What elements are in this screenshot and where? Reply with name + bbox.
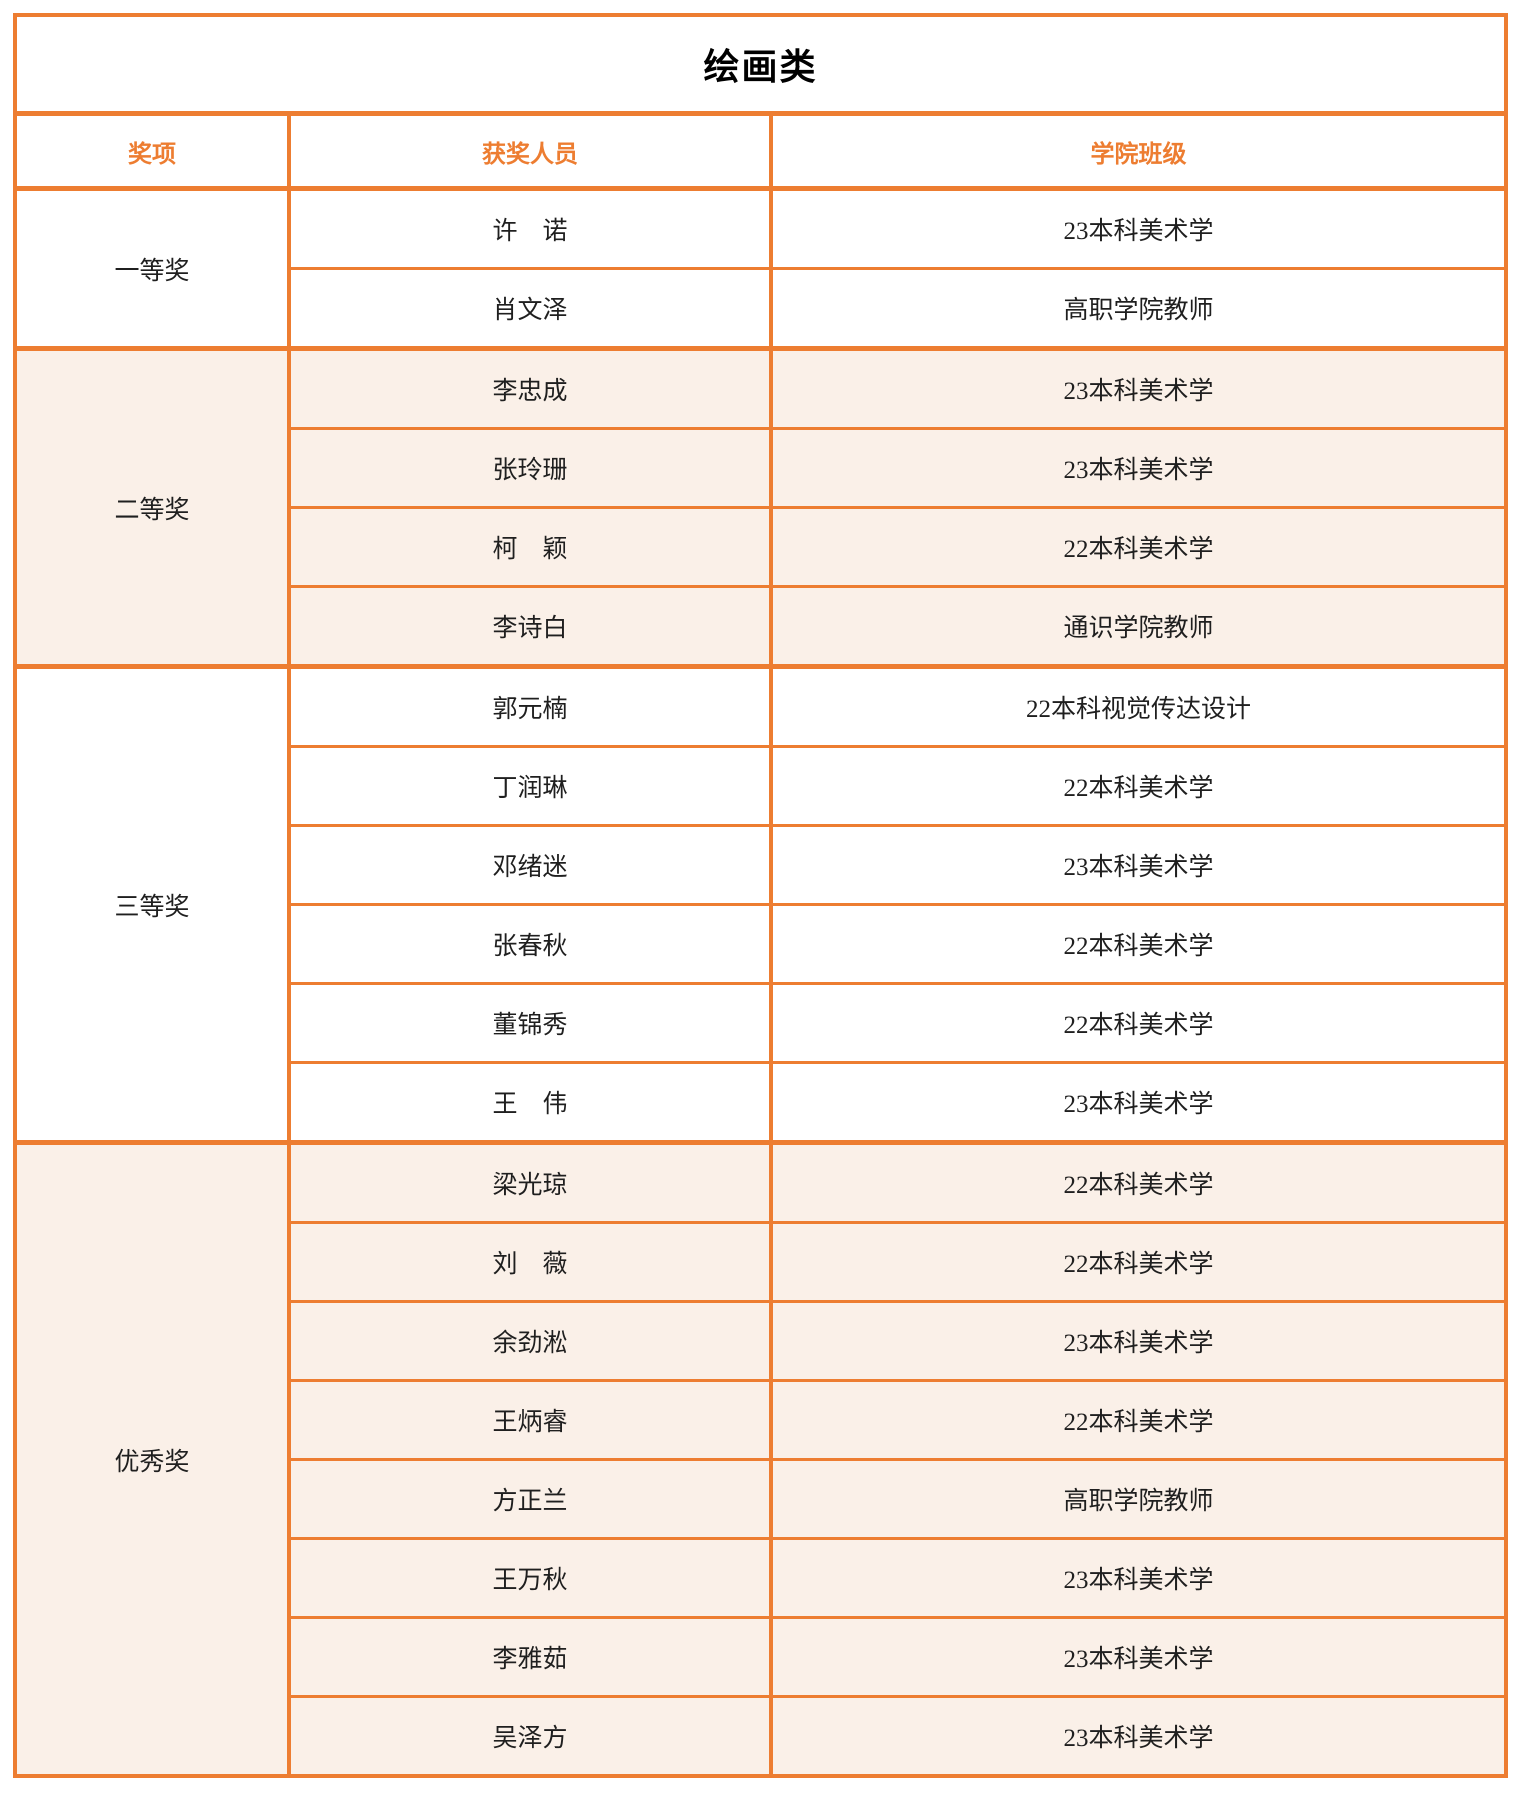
winner-cell: 梁光琼 [287,1140,773,1224]
class-cell: 22本科美术学 [768,1221,1509,1303]
award-cell: 三等奖 [13,664,291,1144]
table-row: 王 伟 23本科美术学 [15,1061,1509,1144]
winner-cell: 许 诺 [287,186,773,270]
table-row: 张玲珊 23本科美术学 [15,427,1509,509]
class-cell: 23本科美术学 [768,346,1509,430]
award-cell: 优秀奖 [13,1140,291,1778]
table-row: 邓绪迷 23本科美术学 [15,824,1509,906]
award-cell: 一等奖 [13,186,291,350]
table-row: 方正兰 高职学院教师 [15,1458,1509,1540]
winner-cell: 张玲珊 [287,427,773,509]
header-row: 奖项 获奖人员 学院班级 [13,112,1509,191]
winner-cell: 柯 颖 [287,506,773,588]
winner-cell: 方正兰 [287,1458,773,1540]
table-row: 张春秋 22本科美术学 [15,903,1509,985]
table-row: 优秀奖 梁光琼 22本科美术学 [13,1140,1509,1778]
awards-table: 绘画类 奖项 获奖人员 学院班级 一等奖许 诺 23本科美术学 肖文泽 高职学院教师二… [12,13,1509,1778]
winner-cell: 肖文泽 [287,267,773,350]
winner-cell: 王万秋 [287,1537,773,1619]
table-row: 李雅茹 23本科美术学 [15,1616,1509,1698]
class-cell: 高职学院教师 [768,267,1509,350]
winner-cell: 张春秋 [287,903,773,985]
class-cell: 22本科视觉传达设计 [768,664,1509,748]
table-row: 董锦秀 22本科美术学 [15,982,1509,1064]
winner-cell: 董锦秀 [287,982,773,1064]
title-row: 绘画类 [12,13,1509,116]
class-cell: 23本科美术学 [768,1300,1509,1382]
table-title: 绘画类 [12,13,1509,116]
class-cell: 22本科美术学 [768,1140,1509,1224]
table-row: 一等奖许 诺 23本科美术学 [13,186,1509,350]
table-row: 刘 薇 22本科美术学 [15,1221,1509,1303]
class-cell: 23本科美术学 [768,1537,1509,1619]
class-cell: 23本科美术学 [768,1695,1509,1778]
winner-cell: 郭元楠 [287,664,773,748]
winner-cell: 李诗白 [287,585,773,668]
column-header-winner: 获奖人员 [287,112,773,191]
winner-cell: 邓绪迷 [287,824,773,906]
class-cell: 23本科美术学 [768,824,1509,906]
class-cell: 23本科美术学 [768,186,1509,270]
class-cell: 22本科美术学 [768,1379,1509,1461]
table-row: 李诗白 通识学院教师 [15,585,1509,668]
table-row: 吴泽方 23本科美术学 [15,1695,1509,1778]
class-cell: 22本科美术学 [768,506,1509,588]
winner-cell: 刘 薇 [287,1221,773,1303]
class-cell: 通识学院教师 [768,585,1509,668]
class-cell: 22本科美术学 [768,903,1509,985]
winner-cell: 余劲淞 [287,1300,773,1382]
column-header-award: 奖项 [13,112,291,191]
winner-cell: 王 伟 [287,1061,773,1144]
winner-cell: 李雅茹 [287,1616,773,1698]
column-header-class: 学院班级 [768,112,1509,191]
class-cell: 23本科美术学 [768,1061,1509,1144]
table-row: 二等奖 李忠成 23本科美术学 [13,346,1509,668]
table-row: 王炳睿 22本科美术学 [15,1379,1509,1461]
table-row: 三等奖 郭元楠 22本科视觉传达设计 [13,664,1509,1144]
class-cell: 22本科美术学 [768,745,1509,827]
table-row: 王万秋 23本科美术学 [15,1537,1509,1619]
table-row: 丁润琳 22本科美术学 [15,745,1509,827]
winner-cell: 王炳睿 [287,1379,773,1461]
table-row: 柯 颖 22本科美术学 [15,506,1509,588]
award-cell: 二等奖 [13,346,291,668]
class-cell: 23本科美术学 [768,1616,1509,1698]
class-cell: 高职学院教师 [768,1458,1509,1540]
winner-cell: 李忠成 [287,346,773,430]
winner-cell: 丁润琳 [287,745,773,827]
table-row: 肖文泽 高职学院教师 [15,267,1509,350]
class-cell: 23本科美术学 [768,427,1509,509]
table-row: 余劲淞 23本科美术学 [15,1300,1509,1382]
class-cell: 22本科美术学 [768,982,1509,1064]
winner-cell: 吴泽方 [287,1695,773,1778]
